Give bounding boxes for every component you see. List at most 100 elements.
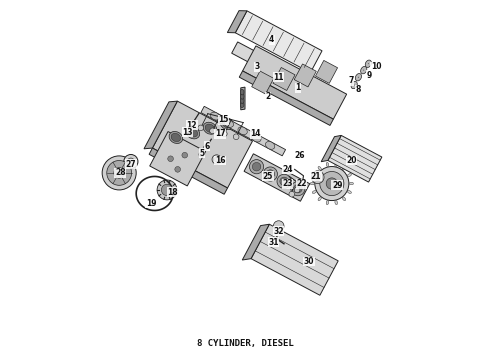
Ellipse shape [326,201,329,204]
Text: 20: 20 [346,156,357,165]
Circle shape [186,128,191,133]
Circle shape [124,154,138,168]
Text: 25: 25 [263,172,273,181]
Polygon shape [294,64,317,87]
Text: 28: 28 [115,168,125,177]
Circle shape [252,162,261,171]
Text: 22: 22 [296,179,307,188]
Text: 3: 3 [255,62,260,71]
Polygon shape [251,224,338,295]
Circle shape [214,157,219,162]
Ellipse shape [343,197,345,201]
Polygon shape [242,224,270,260]
Polygon shape [149,148,227,194]
Text: 24: 24 [282,165,293,174]
Circle shape [221,131,227,137]
Ellipse shape [318,166,321,170]
Circle shape [114,168,124,178]
Ellipse shape [266,141,275,149]
Circle shape [277,174,291,188]
Circle shape [320,171,344,195]
Circle shape [199,152,203,157]
Text: 4: 4 [269,36,274,45]
Circle shape [127,158,134,165]
Polygon shape [201,106,286,156]
Text: 8 CYLINDER, DIESEL: 8 CYLINDER, DIESEL [196,338,294,347]
Text: 23: 23 [282,179,293,188]
Ellipse shape [349,182,353,185]
Ellipse shape [241,89,244,95]
Ellipse shape [186,127,200,139]
Circle shape [311,171,324,184]
Circle shape [291,181,305,196]
Ellipse shape [241,102,244,108]
Polygon shape [328,135,382,182]
Ellipse shape [312,174,316,176]
Circle shape [182,152,188,158]
Circle shape [157,180,177,200]
Circle shape [273,221,284,231]
Text: 15: 15 [219,115,229,124]
Polygon shape [244,154,310,201]
Ellipse shape [210,112,220,120]
Text: 13: 13 [182,128,193,137]
Circle shape [168,156,173,162]
Polygon shape [152,101,252,188]
Circle shape [289,192,294,197]
Circle shape [203,146,207,150]
Ellipse shape [310,182,315,185]
Circle shape [210,128,215,134]
Text: 19: 19 [146,198,156,207]
Ellipse shape [318,197,321,201]
Text: 5: 5 [199,149,204,158]
Ellipse shape [351,81,357,89]
Polygon shape [150,131,206,186]
Ellipse shape [169,131,183,144]
Text: 16: 16 [215,156,225,165]
Polygon shape [273,67,295,90]
Circle shape [315,167,349,201]
Circle shape [212,155,221,164]
Circle shape [299,180,305,186]
Polygon shape [227,11,247,33]
Circle shape [294,187,300,193]
Polygon shape [252,71,274,94]
Ellipse shape [361,67,367,74]
Circle shape [190,121,195,126]
Text: 27: 27 [125,159,136,168]
Text: 8: 8 [356,85,361,94]
Ellipse shape [188,129,197,137]
Text: 12: 12 [187,121,197,130]
Polygon shape [239,71,333,125]
Circle shape [249,159,264,174]
Circle shape [326,178,338,189]
Text: 7: 7 [349,76,354,85]
Circle shape [266,170,274,178]
Circle shape [315,174,321,180]
Ellipse shape [203,122,217,134]
Text: 1: 1 [295,84,301,93]
Polygon shape [235,11,322,73]
Text: 29: 29 [332,181,343,190]
Polygon shape [316,60,338,84]
Text: 14: 14 [250,130,261,139]
Polygon shape [321,135,341,162]
Polygon shape [241,87,245,110]
Ellipse shape [171,133,181,141]
Text: 32: 32 [273,227,284,236]
Text: 9: 9 [367,71,372,80]
Text: 30: 30 [303,257,314,266]
Text: 17: 17 [215,130,225,139]
Circle shape [161,184,172,195]
Polygon shape [243,46,346,119]
Text: 18: 18 [167,188,178,197]
Circle shape [198,125,203,131]
Ellipse shape [365,60,371,67]
Text: 2: 2 [266,92,270,101]
Circle shape [280,177,288,186]
Ellipse shape [241,94,244,99]
Ellipse shape [326,162,329,167]
Ellipse shape [241,98,244,103]
Ellipse shape [347,174,351,176]
Ellipse shape [238,127,247,135]
